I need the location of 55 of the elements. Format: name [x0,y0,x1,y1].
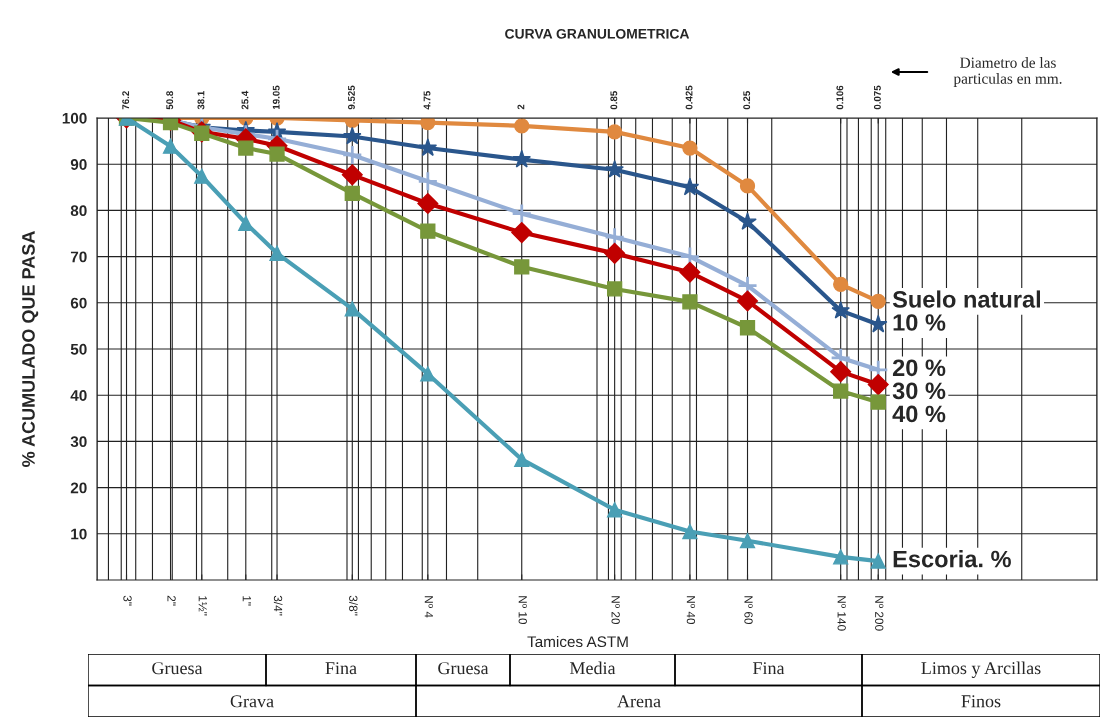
text: Grava [230,695,274,708]
x-tick-label: 0.425 [685,85,693,110]
x-tick-label: 0.25 [743,91,751,110]
y-tick-label: 30 [70,436,87,448]
x-tick-label: 38.1 [197,91,205,110]
x-tick-label: 0.106 [836,85,844,110]
text: Diametro de las particulas en mm. [953,57,1062,87]
text: 3" [123,595,132,606]
text: Media [569,661,616,675]
text: Fina [752,662,785,675]
series-label: 10 % [893,314,946,331]
text: 1½" [198,596,207,616]
text: Nº 20 [611,596,620,625]
text: Finos [961,695,1001,708]
series-label: 40 % [892,405,946,423]
y-tick-label: 50 [70,343,87,355]
text: Nº 4 [424,596,434,618]
x-tick-label: 0.85 [610,91,618,110]
x-tick-label: 9.525 [348,85,355,110]
y-tick-label: 20 [70,482,87,494]
y-tick-label: 80 [70,205,87,217]
chart-title: CURVA GRANULOMETRICA [505,28,690,39]
x-tick-label: 19.05 [272,85,280,110]
series-label: Escoria. % [893,550,1011,568]
text: 3/8" [349,595,358,616]
text: Fina [325,662,357,675]
y-tick-label: 70 [70,251,87,263]
text: Gruesa [152,662,203,675]
y-tick-label: 60 [70,297,87,309]
series-label: Suelo natural [892,290,1041,308]
text: Limos y Arcillas [921,661,1041,678]
x-tick-label: 25.4 [241,90,249,110]
y-tick-label: 10 [71,528,87,540]
x-tick-label: 76.2 [122,91,130,110]
text: 2" [167,595,176,606]
text: Nº 140 [837,596,846,631]
text: Nº 60 [744,596,753,625]
text: Nº 10 [518,596,527,625]
y-tick-label: 90 [70,159,87,170]
x-tick-label: 4.75 [423,91,431,110]
x-axis-title: Tamices ASTM [527,635,628,648]
x-tick-label: 50.8 [166,91,174,110]
text: Nº 40 [686,596,696,625]
text: Arena [617,695,661,708]
y-tick-label: 100 [62,112,87,124]
series-label: 30 % [892,382,946,400]
text: 3/4" [273,595,283,616]
series-label: 20 % [892,359,946,377]
text: Gruesa [438,662,489,675]
text: 1" [242,596,251,606]
x-tick-label: 0.075 [873,85,881,110]
text: Nº 200 [875,596,884,631]
y-tick-label: 40 [70,390,87,401]
x-tick-label: 2 [517,104,525,110]
y-axis-title: % ACUMULADO QUE PASA [22,231,39,467]
